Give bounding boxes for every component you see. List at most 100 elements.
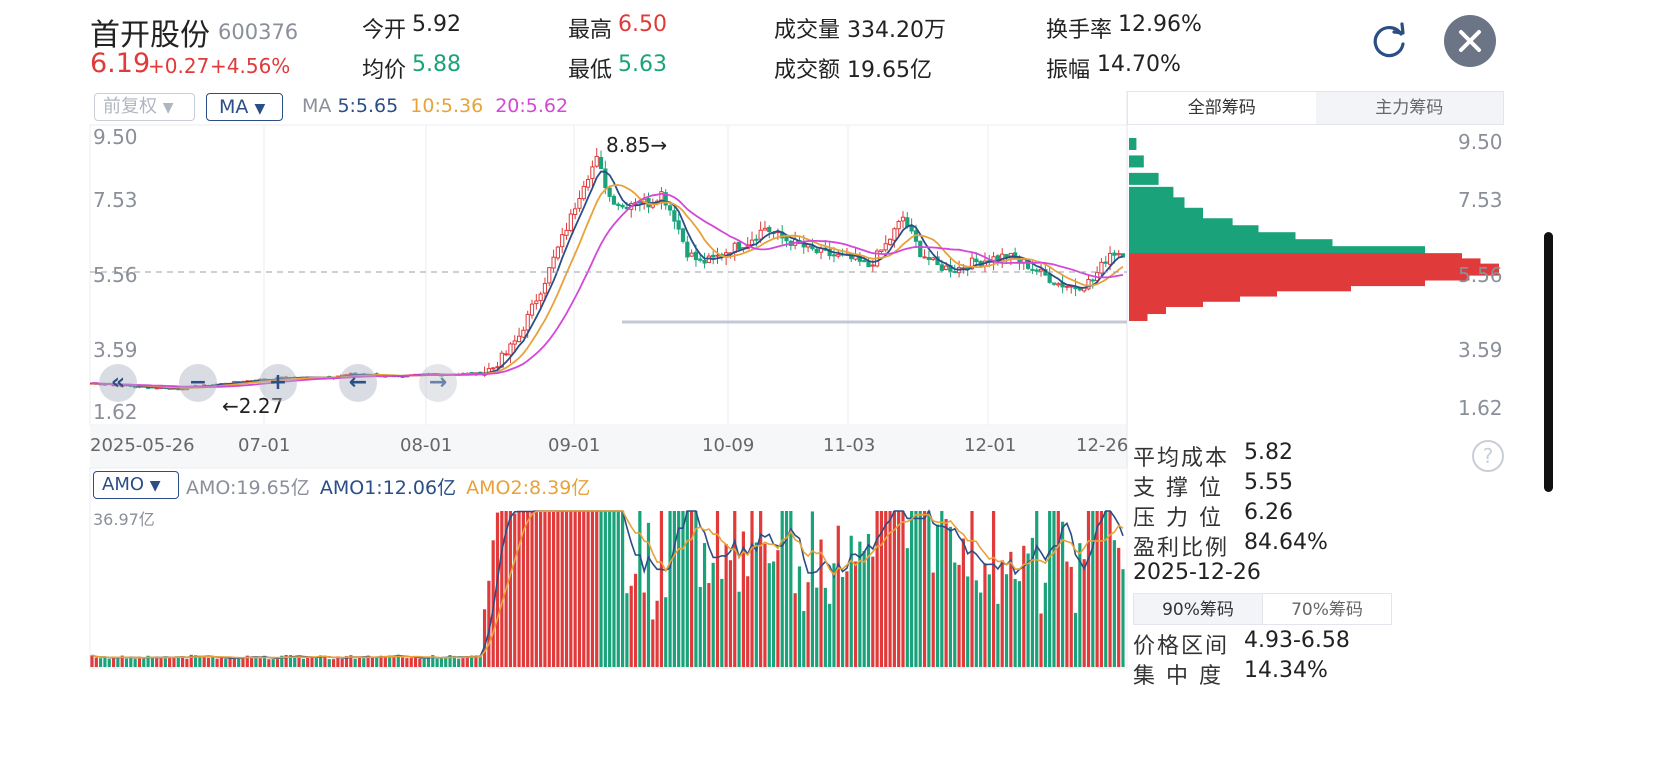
tab-main-chips[interactable]: 主力筹码: [1315, 92, 1503, 124]
volume-label: 成交量: [774, 18, 841, 43]
volume-bar: [271, 659, 275, 667]
volume-bar: [250, 657, 254, 667]
volume-bar: [629, 585, 633, 667]
chevron-down-icon: ▼: [149, 478, 161, 494]
volume-bar: [189, 654, 193, 667]
volume-bar: [168, 656, 172, 667]
volume-bar: [526, 511, 530, 667]
volume-bar: [551, 511, 556, 667]
volume-bar: [905, 548, 909, 667]
volume-bar: [495, 512, 500, 667]
scroll-right-button[interactable]: →: [419, 364, 457, 402]
x-tick-label: 2025-05-26: [90, 435, 195, 456]
volume-bar: [521, 511, 525, 667]
volume-bar: [331, 659, 336, 667]
volume-bar: [1117, 547, 1121, 667]
indicator-dropdown[interactable]: MA ▼: [206, 93, 283, 121]
plus-icon: +: [268, 370, 288, 395]
volume-bar: [435, 658, 439, 667]
zoom-out-button[interactable]: −: [179, 364, 217, 402]
indicator-label: MA: [219, 96, 249, 118]
candle-body: [711, 254, 716, 258]
help-icon[interactable]: ?: [1472, 440, 1504, 472]
tab-all-chips[interactable]: 全部筹码: [1128, 92, 1316, 124]
candle-body: [883, 243, 888, 251]
arrow-left-icon: ←: [348, 370, 368, 395]
volume-bar: [866, 533, 871, 667]
low-annotation: ←2.27: [222, 394, 284, 418]
candle-body: [887, 238, 893, 245]
amo-legend: AMO:19.65亿 AMO1:12.06亿 AMO2:8.39亿: [186, 473, 590, 500]
volume-bar: [892, 511, 896, 667]
volume-bar: [142, 658, 146, 667]
refresh-icon[interactable]: [1368, 20, 1410, 62]
volume-bar: [1039, 613, 1043, 667]
volume-bar: [638, 511, 642, 667]
candle-body: [1086, 278, 1091, 290]
price-change: +0.27: [148, 54, 210, 78]
ma-title: MA: [302, 95, 332, 117]
volume-bar: [871, 556, 875, 667]
candle-body: [715, 254, 720, 257]
volume-bar: [500, 511, 504, 667]
pressure-value: 6.26: [1244, 500, 1293, 525]
volume-bar: [694, 511, 698, 667]
volume-bar: [651, 619, 655, 667]
candle-body: [758, 229, 763, 240]
volume-bar: [875, 511, 879, 667]
amo-value: AMO:19.65亿: [186, 477, 310, 499]
candle-body: [512, 340, 517, 345]
volume-bar: [426, 657, 431, 667]
volume-bar: [254, 657, 258, 667]
high-annotation: 8.85→: [606, 133, 668, 157]
zoom-in-button[interactable]: +: [259, 364, 297, 402]
volume-bar: [646, 522, 651, 667]
close-icon[interactable]: [1444, 15, 1496, 67]
volume-indicator-dropdown[interactable]: AMO ▼: [93, 471, 179, 499]
volume-max-label: 36.97亿: [93, 510, 155, 529]
jump-start-button[interactable]: «: [99, 364, 137, 402]
volume-bar: [172, 656, 176, 667]
volume-bar: [897, 511, 901, 667]
volume-bar: [539, 511, 543, 667]
chip-y-tick-label: 5.56: [1458, 263, 1503, 287]
volume-bar: [124, 658, 129, 667]
candle-body: [521, 329, 526, 338]
candle-body: [581, 185, 586, 200]
volume-bar: [370, 657, 374, 667]
volume-bar: [293, 657, 297, 667]
volume-bar: [983, 563, 987, 667]
concentration-value: 14.34%: [1244, 658, 1328, 683]
volume-bar: [297, 656, 301, 667]
tab-70-chips[interactable]: 70%筹码: [1262, 593, 1392, 625]
candle-body: [974, 258, 979, 263]
x-tick-label: 10-09: [702, 435, 755, 456]
volume-bar: [1017, 581, 1022, 667]
tab-90-chips[interactable]: 90%筹码: [1133, 593, 1263, 625]
scrollbar[interactable]: [1544, 232, 1553, 492]
volume-bar: [914, 511, 918, 667]
volume-bar: [357, 656, 362, 667]
volume-bar: [780, 511, 784, 667]
candle-body: [555, 246, 560, 259]
volume-bar: [849, 535, 853, 667]
candle-body: [969, 257, 975, 270]
volume-bar: [470, 655, 474, 667]
volume-bar: [707, 583, 711, 667]
volume-bar: [284, 654, 288, 667]
volume-bar: [556, 511, 560, 667]
volume-bar: [819, 539, 823, 667]
volume-bar: [1056, 511, 1060, 667]
volume-bar: [793, 593, 797, 667]
volume-bar: [1009, 551, 1013, 667]
volume-bar: [1112, 540, 1116, 667]
volume-bar: [232, 658, 236, 667]
volume-bar: [362, 658, 366, 667]
volume-bar: [569, 511, 573, 667]
adjust-dropdown[interactable]: 前复权 ▼: [94, 93, 195, 121]
volume-bar: [439, 658, 444, 667]
scroll-left-button[interactable]: ←: [339, 364, 377, 402]
candle-body: [862, 260, 867, 263]
volume-bar: [974, 580, 978, 667]
